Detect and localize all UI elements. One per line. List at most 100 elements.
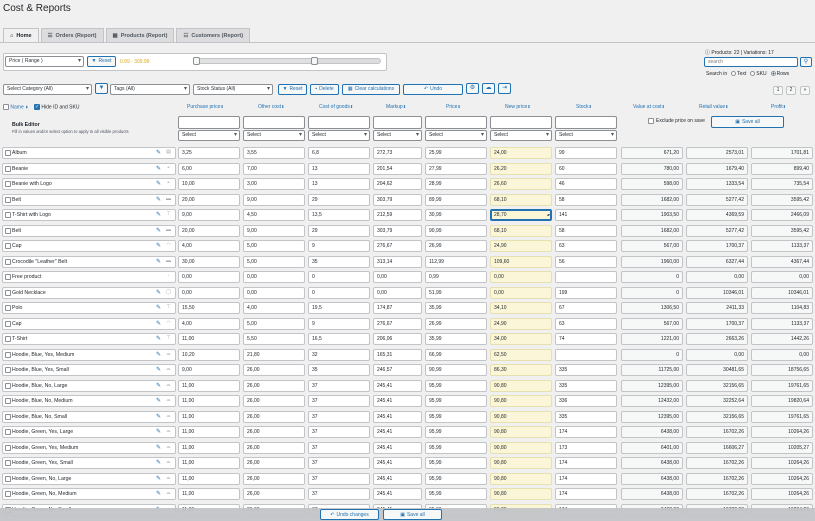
edit-icon[interactable]: ✎ [156, 351, 162, 358]
cost-of-goods-cell[interactable]: 37 [308, 488, 370, 500]
new-price-cell[interactable]: 90,80 [490, 379, 552, 392]
stock-cell[interactable]: 336 [555, 395, 617, 407]
new-price-cell[interactable]: 90,80 [490, 395, 552, 407]
new-price-cell[interactable]: 62,50 [490, 348, 552, 361]
markup-cell[interactable]: 165,31 [373, 348, 422, 361]
markup-cell[interactable]: 272,73 [373, 147, 422, 159]
new-price-cell[interactable]: 90,80 [490, 410, 552, 423]
edit-icon[interactable]: ✎ [156, 305, 162, 311]
edit-icon[interactable]: ✎ [156, 491, 162, 497]
other-cost-cell[interactable]: 4,50 [243, 209, 305, 221]
other-cost-cell[interactable]: 4,00 [243, 302, 305, 314]
price-cell[interactable]: 28,99 [425, 178, 487, 190]
slider-handle-max[interactable] [310, 57, 318, 65]
row-checkbox[interactable] [5, 274, 11, 280]
markup-cell[interactable]: 276,67 [373, 317, 422, 330]
cost-of-goods-cell[interactable]: 37 [308, 410, 370, 423]
purchase-price-cell[interactable]: 0,00 [178, 286, 240, 299]
stock-cell[interactable]: 335 [555, 410, 617, 423]
new-price-cell[interactable]: 90,80 [490, 457, 552, 469]
other-cost-cell[interactable]: 26,00 [243, 410, 305, 423]
cost-of-goods-cell[interactable]: 13 [308, 162, 370, 175]
purchase-price-cell[interactable]: 11,00 [178, 410, 240, 423]
other-cost-cell[interactable]: 3,55 [243, 147, 305, 159]
row-checkbox[interactable] [5, 382, 11, 389]
markup-cell[interactable]: 204,62 [373, 178, 422, 190]
new-price-cell[interactable]: 109,60 [490, 255, 552, 268]
bulk-stock-select[interactable]: Select [555, 130, 617, 141]
search-input[interactable]: search [704, 57, 798, 67]
edit-icon[interactable]: ✎ [156, 382, 162, 389]
stock-cell[interactable]: 174 [555, 426, 617, 438]
price-cell[interactable]: 95,99 [425, 457, 487, 469]
tags-select[interactable]: Tags (All) [110, 84, 190, 95]
stock-cell[interactable]: 174 [555, 457, 617, 469]
new-price-cell[interactable]: 86,30 [490, 364, 552, 376]
bulk-new-price-select[interactable]: Select [490, 130, 552, 141]
slider-handle-min[interactable] [193, 57, 200, 65]
other-cost-cell[interactable]: 26,00 [243, 379, 305, 392]
other-cost-cell[interactable]: 26,00 [243, 364, 305, 376]
row-checkbox[interactable] [5, 181, 11, 187]
other-cost-cell[interactable]: 5,00 [243, 255, 305, 268]
stock-cell[interactable] [555, 271, 617, 283]
purchase-price-cell[interactable]: 3,25 [178, 147, 240, 159]
price-cell[interactable]: 25,99 [425, 147, 487, 159]
edit-icon[interactable]: ✎ [156, 181, 162, 187]
markup-cell[interactable]: 276,67 [373, 240, 422, 252]
edit-icon[interactable]: ✎ [156, 475, 162, 482]
other-cost-cell[interactable]: 0,00 [243, 271, 305, 283]
purchase-price-cell[interactable]: 11,00 [178, 472, 240, 485]
markup-cell[interactable]: 245,41 [373, 395, 422, 407]
new-price-cell[interactable]: 0,00 [490, 271, 552, 283]
stock-cell[interactable] [555, 348, 617, 361]
markup-cell[interactable]: 174,87 [373, 302, 422, 314]
markup-cell[interactable]: 245,41 [373, 488, 422, 500]
purchase-price-cell[interactable]: 4,00 [178, 240, 240, 252]
price-cell[interactable]: 95,99 [425, 379, 487, 392]
new-price-cell[interactable]: 26,60 [490, 178, 552, 190]
price-cell[interactable]: 112,99 [425, 255, 487, 268]
other-cost-cell[interactable]: 9,00 [243, 224, 305, 237]
other-cost-cell[interactable]: 5,50 [243, 333, 305, 345]
cost-of-goods-cell[interactable]: 13,5 [308, 209, 370, 221]
price-cell[interactable]: 95,99 [425, 410, 487, 423]
page-1[interactable]: 1 [773, 86, 783, 95]
settings-button[interactable]: ⚙ [466, 83, 479, 94]
stock-cell[interactable]: 174 [555, 472, 617, 485]
purchase-price-cell[interactable]: 6,00 [178, 162, 240, 175]
new-price-cell[interactable]: 26,20 [490, 162, 552, 175]
bulk-new-price-input[interactable] [490, 116, 552, 129]
row-checkbox[interactable] [5, 413, 11, 420]
edit-icon[interactable]: ✎ [156, 336, 162, 342]
purchase-price-cell[interactable]: 4,00 [178, 317, 240, 330]
save-all-button[interactable]: ▣ Save all [711, 116, 784, 128]
select-all-checkbox[interactable] [3, 104, 9, 110]
other-cost-cell[interactable]: 26,00 [243, 426, 305, 438]
bulk-other-cost-input[interactable] [243, 116, 305, 129]
edit-icon[interactable]: ✎ [156, 196, 162, 203]
edit-icon[interactable]: ✎ [156, 460, 162, 466]
bulk-markup-select[interactable]: Select [373, 130, 422, 141]
purchase-price-cell[interactable]: 11,00 [178, 488, 240, 500]
price-cell[interactable]: 26,99 [425, 317, 487, 330]
bulk-price-input[interactable] [425, 116, 487, 129]
tab-products[interactable]: ▦ Products (Report) [105, 28, 175, 42]
purchase-price-cell[interactable]: 20,00 [178, 224, 240, 237]
new-price-cell[interactable]: 0,00 [490, 286, 552, 299]
header-value-at-cost[interactable]: Value at cost⬍ [633, 104, 665, 110]
other-cost-cell[interactable]: 3,00 [243, 178, 305, 190]
bulk-stock-input[interactable] [555, 116, 617, 129]
stock-cell[interactable]: 199 [555, 286, 617, 299]
page-next[interactable]: » [800, 86, 810, 95]
purchase-price-cell[interactable]: 9,00 [178, 209, 240, 221]
row-checkbox[interactable] [5, 398, 11, 404]
cost-of-goods-cell[interactable]: 37 [308, 472, 370, 485]
edit-icon[interactable]: ✎ [156, 150, 162, 156]
stock-cell[interactable]: 56 [555, 255, 617, 268]
row-checkbox[interactable] [5, 491, 11, 497]
cost-of-goods-cell[interactable]: 32 [308, 348, 370, 361]
cost-of-goods-cell[interactable]: 35 [308, 255, 370, 268]
other-cost-cell[interactable]: 26,00 [243, 472, 305, 485]
other-cost-cell[interactable]: 26,00 [243, 457, 305, 469]
